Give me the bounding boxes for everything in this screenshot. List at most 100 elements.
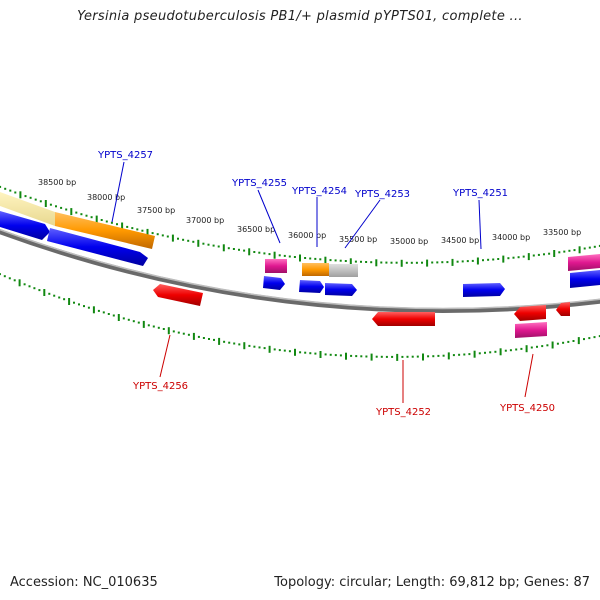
ruler-minor-tick — [227, 247, 230, 250]
ruler-minor-tick — [161, 234, 164, 237]
ruler-minor-tick — [365, 261, 368, 263]
ruler-minor-tick — [182, 238, 185, 241]
ruler-major-tick — [70, 208, 73, 216]
ruler-minor-tick — [588, 246, 591, 249]
ruler-minor-tick — [65, 208, 68, 211]
ruler-minor-tick — [456, 260, 459, 263]
pink-gene[interactable] — [265, 259, 287, 273]
forward-gene-arrow[interactable] — [325, 283, 357, 296]
feature-band-beige[interactable] — [0, 192, 55, 226]
ruler-major-tick — [375, 259, 378, 267]
ruler-minor-tick — [497, 258, 500, 260]
ruler-minor-tick — [166, 235, 169, 238]
ruler-minor-tick — [468, 353, 471, 356]
ruler-minor-tick — [562, 341, 565, 344]
ruler-minor-tick — [73, 301, 75, 304]
leader-line — [111, 161, 125, 223]
ruler-minor-tick — [110, 221, 113, 224]
ruler-label: 35000 bp — [390, 237, 428, 246]
ruler-minor-tick — [556, 342, 559, 345]
ruler-minor-tick — [558, 251, 561, 254]
gene-label-ypts-4254[interactable]: YPTS_4254 — [291, 186, 347, 197]
ruler-minor-tick — [263, 252, 266, 255]
ruler-minor-tick — [431, 261, 434, 264]
ruler-minor-tick — [207, 243, 210, 246]
reverse-gene-arrow[interactable] — [153, 284, 203, 306]
leader-line — [478, 199, 482, 250]
accession-text: Accession: NC_010635 — [10, 575, 158, 590]
reverse-gene-arrow[interactable] — [556, 302, 570, 316]
ruler-minor-tick — [380, 261, 383, 264]
leader-line — [344, 199, 381, 249]
ruler-minor-tick — [141, 229, 144, 232]
ruler-minor-tick — [78, 303, 80, 306]
backbone-highlight — [0, 228, 600, 310]
ruler-major-tick — [422, 353, 424, 361]
ruler-major-tick — [117, 314, 120, 321]
leader-line — [257, 189, 281, 244]
ruler-major-tick — [243, 342, 246, 350]
forward-gene-arrow[interactable] — [263, 276, 285, 290]
ruler-minor-tick — [39, 200, 42, 203]
ruler-minor-tick — [258, 251, 261, 254]
ruler-minor-tick — [34, 198, 37, 201]
forward-gene-arrow[interactable] — [47, 228, 148, 266]
ruler-minor-tick — [520, 347, 523, 350]
forward-gene-arrow[interactable] — [299, 280, 324, 293]
ruler-major-tick — [171, 234, 174, 242]
ruler-minor-tick — [436, 261, 439, 264]
gene-label-ypts-4257[interactable]: YPTS_4257 — [97, 150, 153, 161]
ruler-minor-tick — [489, 351, 492, 354]
ruler-minor-tick — [208, 338, 210, 340]
ruler-minor-tick — [390, 261, 393, 264]
ruler-minor-tick — [463, 353, 466, 356]
ruler-major-tick — [43, 289, 46, 296]
forward-gene-arrow[interactable] — [463, 283, 505, 297]
feature-orange[interactable] — [302, 263, 329, 276]
ruler-minor-tick — [421, 261, 423, 264]
ruler-major-tick — [222, 244, 225, 252]
ruler-major-tick — [167, 327, 170, 335]
feature-gray[interactable] — [329, 264, 358, 277]
ruler-minor-tick — [329, 353, 332, 356]
ruler-major-tick — [142, 320, 145, 328]
ruler-major-tick — [92, 306, 95, 314]
ruler-label: 37500 bp — [137, 206, 175, 215]
ruler-minor-tick — [360, 260, 362, 263]
ruler-minor-tick — [588, 337, 591, 340]
gene-label-ypts-4255[interactable]: YPTS_4255 — [231, 178, 287, 189]
ruler-minor-tick — [268, 253, 271, 256]
feature-band-orange[interactable] — [55, 212, 155, 249]
forward-gene-arrow[interactable] — [570, 270, 600, 288]
pink-gene[interactable] — [568, 254, 600, 271]
ruler-minor-tick — [355, 355, 358, 358]
ruler-minor-tick — [515, 348, 518, 351]
reverse-gene-arrow[interactable] — [372, 312, 435, 326]
ruler-minor-tick — [9, 189, 12, 192]
ruler-minor-tick — [478, 352, 481, 355]
ruler-minor-tick — [126, 225, 129, 228]
ruler-minor-tick — [75, 211, 78, 214]
pink-gene[interactable] — [515, 322, 547, 338]
gene-label-ypts-4253[interactable]: YPTS_4253 — [354, 189, 410, 200]
ruler-minor-tick — [63, 298, 66, 301]
ruler-labels: 38500 bp 38000 bp 37500 bp 37000 bp 3650… — [38, 178, 581, 246]
ruler-minor-tick — [309, 257, 312, 260]
leader-line — [159, 334, 171, 378]
ruler-minor-tick — [187, 239, 190, 242]
ruler-minor-tick — [90, 216, 93, 219]
gene-label-ypts-4250[interactable]: YPTS_4250 — [499, 403, 555, 414]
gene-label-ypts-4252[interactable]: YPTS_4252 — [375, 407, 431, 418]
ruler-minor-tick — [583, 247, 586, 250]
ruler-minor-tick — [162, 328, 165, 330]
ruler-minor-tick — [360, 355, 363, 358]
forward-gene-arrow[interactable] — [0, 211, 50, 240]
ruler-minor-tick — [217, 245, 220, 248]
reverse-gene-arrow[interactable] — [514, 305, 546, 321]
ruler-minor-tick — [532, 254, 535, 257]
ruler-label: 34000 bp — [492, 233, 530, 242]
gene-label-ypts-4251[interactable]: YPTS_4251 — [452, 188, 508, 199]
gene-label-ypts-4256[interactable]: YPTS_4256 — [132, 381, 188, 392]
ruler-minor-tick — [494, 350, 497, 353]
